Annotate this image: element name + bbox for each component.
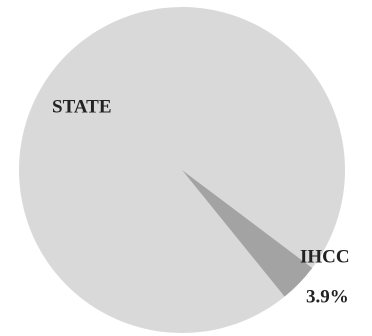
pie-slice bbox=[182, 170, 313, 297]
slice-label: IHCC bbox=[300, 246, 350, 267]
value-label: 3.9% bbox=[306, 286, 349, 307]
slice-label: STATE bbox=[52, 96, 112, 117]
pie-slice bbox=[18, 7, 345, 334]
slices bbox=[18, 7, 345, 334]
